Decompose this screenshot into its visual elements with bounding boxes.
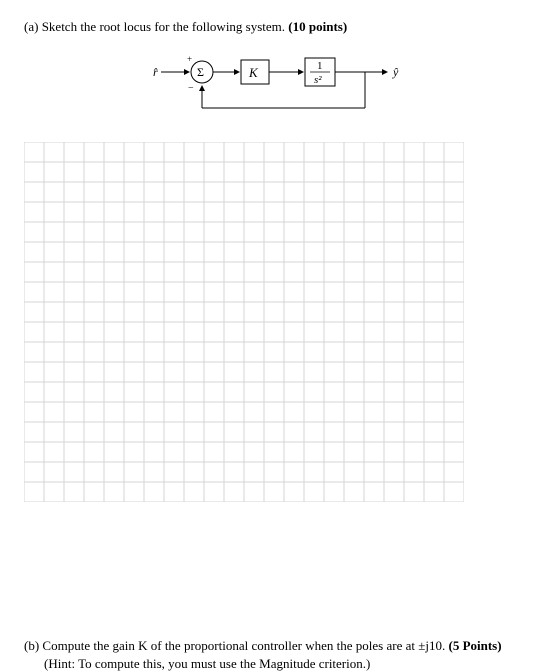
part-a-text: Sketch the root locus for the following … (42, 19, 285, 34)
part-a-prompt: (a) Sketch the root locus for the follow… (24, 18, 530, 36)
part-b-hint: (Hint: To compute this, you must use the… (44, 655, 530, 672)
plant-numerator: 1 (317, 60, 323, 72)
input-label: r̂ (153, 65, 158, 79)
part-b-letter: (b) (24, 638, 39, 653)
gain-label: K (248, 65, 259, 80)
plus-sign: + (187, 54, 192, 64)
summing-sigma: Σ (197, 65, 204, 79)
answer-grid (24, 142, 464, 502)
part-a-label: (a) Sketch the root locus for the follow… (24, 19, 347, 34)
part-b-points: (5 Points) (448, 638, 501, 653)
part-a-letter: (a) (24, 19, 38, 34)
block-diagram: r̂ Σ + − K 1 s² ŷ (147, 46, 407, 126)
output-label: ŷ (392, 65, 399, 79)
part-a-points: (10 points) (288, 19, 347, 34)
part-b-text: Compute the gain K of the proportional c… (42, 638, 445, 653)
minus-sign: − (188, 83, 194, 94)
plant-denominator: s² (314, 74, 322, 86)
part-b-prompt: (b) Compute the gain K of the proportion… (24, 637, 530, 672)
